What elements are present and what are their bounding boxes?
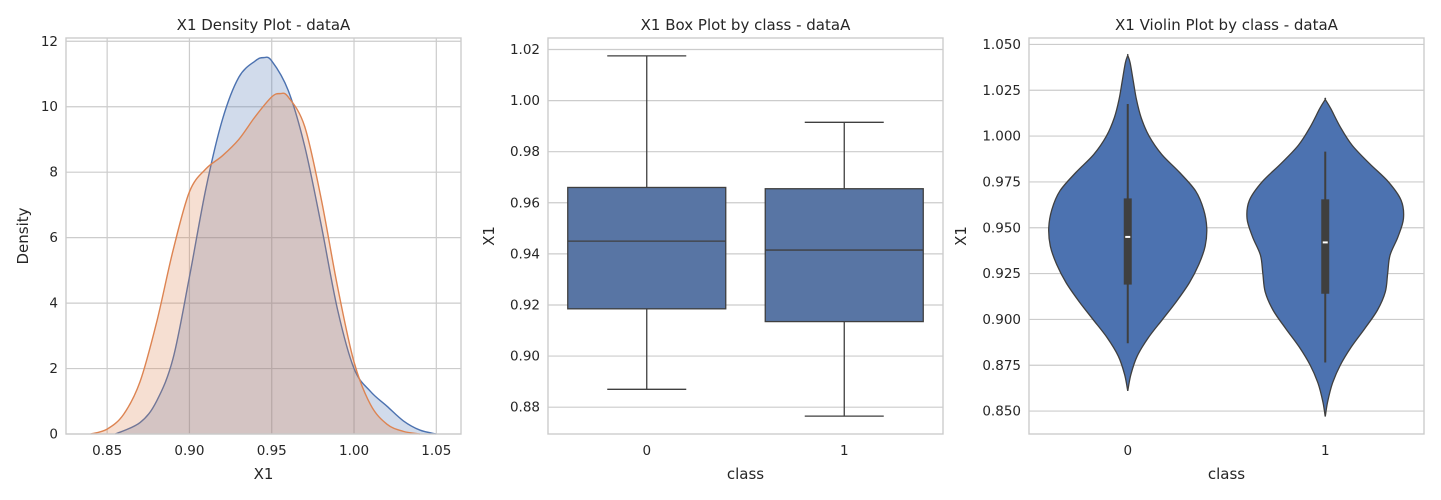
density-y-tick-label: 8 <box>49 165 58 181</box>
box-chart-title: X1 Box Plot by class - dataA <box>641 16 851 34</box>
density-line-0 <box>115 56 437 435</box>
density-x-tick-label: 1.05 <box>421 443 451 459</box>
violin-y-tick-label: 0.950 <box>982 220 1021 236</box>
violin-chart-title: X1 Violin Plot by class - dataA <box>1115 16 1339 34</box>
density-x-tick-label: 0.90 <box>174 443 204 459</box>
violin-tick-labels: 0.850 0.875 0.900 0.925 0.950 0.975 1.000 1.025… <box>982 37 1329 459</box>
violin-y-tick-label: 0.850 <box>982 404 1021 420</box>
box-plot-frame <box>547 37 944 435</box>
density-y-tick-label: 0 <box>49 427 58 443</box>
density-x-axis-label: X1 <box>254 465 274 483</box>
violin-plot-frame <box>1028 37 1425 435</box>
violin-iqr-bar <box>1321 199 1330 294</box>
density-x-tick-label: 1.00 <box>339 443 369 459</box>
box-x-tick-label: 1 <box>840 443 849 459</box>
density-y-tick-label: 6 <box>49 230 58 246</box>
box-y-tick-label: 0.88 <box>510 400 540 416</box>
density-chart-title: X1 Density Plot - dataA <box>177 16 351 34</box>
density-y-tick-label: 12 <box>41 34 58 50</box>
density-y-tick-label: 2 <box>49 361 58 377</box>
density-area-0 <box>115 57 437 435</box>
box-y-tick-label: 0.90 <box>510 349 540 365</box>
violin-x-tick-label: 0 <box>1123 443 1132 459</box>
violin-y-tick-label: 1.050 <box>982 37 1021 53</box>
violin-y-tick-label: 0.900 <box>982 312 1021 328</box>
box-y-tick-label: 0.92 <box>510 297 540 313</box>
density-line-1 <box>90 92 420 435</box>
box-marks <box>567 55 924 417</box>
density-plot: 0 2 4 6 8 10 12 0.85 0.90 0.95 1.00 1.05 X1 Density… <box>14 16 462 483</box>
violin-iqr-bar <box>1123 198 1132 285</box>
density-y-tick-label: 10 <box>41 99 58 115</box>
violin-x-axis-label: class <box>1208 465 1245 483</box>
violin-x-tick-label: 1 <box>1321 443 1330 459</box>
violin-y-tick-label: 1.000 <box>982 129 1021 145</box>
violin-y-tick-label: 0.925 <box>982 266 1021 282</box>
box-plot: 0.88 0.90 0.92 0.94 0.96 0.98 1.00 1.02 0 1 X1 Bo… <box>480 16 944 483</box>
violin-plot: 0.850 0.875 0.900 0.925 0.950 0.975 1.000 1.025… <box>952 16 1425 483</box>
density-series <box>90 56 437 435</box>
density-y-tick-label: 4 <box>49 296 58 312</box>
violin-y-tick-label: 0.875 <box>982 358 1021 374</box>
box-y-tick-label: 1.02 <box>510 42 540 58</box>
violin-gridlines <box>1029 43 1424 412</box>
violin-marks <box>1048 53 1405 417</box>
box-x-tick-label: 0 <box>642 443 651 459</box>
density-area-1 <box>90 93 420 434</box>
density-y-axis-label: Density <box>14 207 32 264</box>
box-iqr <box>567 186 727 310</box>
violin-y-tick-label: 1.025 <box>982 83 1021 99</box>
box-y-tick-label: 0.98 <box>510 144 540 160</box>
density-x-tick-label: 0.95 <box>257 443 287 459</box>
density-tick-labels: 0 2 4 6 8 10 12 0.85 0.90 0.95 1.00 1.05 <box>41 34 452 459</box>
violin-y-tick-label: 0.975 <box>982 174 1021 190</box>
box-y-tick-label: 1.00 <box>510 93 540 109</box>
box-y-tick-label: 0.94 <box>510 246 540 262</box>
density-x-tick-label: 0.85 <box>92 443 122 459</box>
box-x-axis-label: class <box>727 465 764 483</box>
density-plot-frame <box>65 37 462 435</box>
box-y-axis-label: X1 <box>480 226 498 246</box>
box-iqr <box>764 188 924 323</box>
box-y-tick-label: 0.96 <box>510 195 540 211</box>
box-tick-labels: 0.88 0.90 0.92 0.94 0.96 0.98 1.00 1.02 0 1 <box>510 42 849 459</box>
violin-y-axis-label: X1 <box>952 226 970 246</box>
